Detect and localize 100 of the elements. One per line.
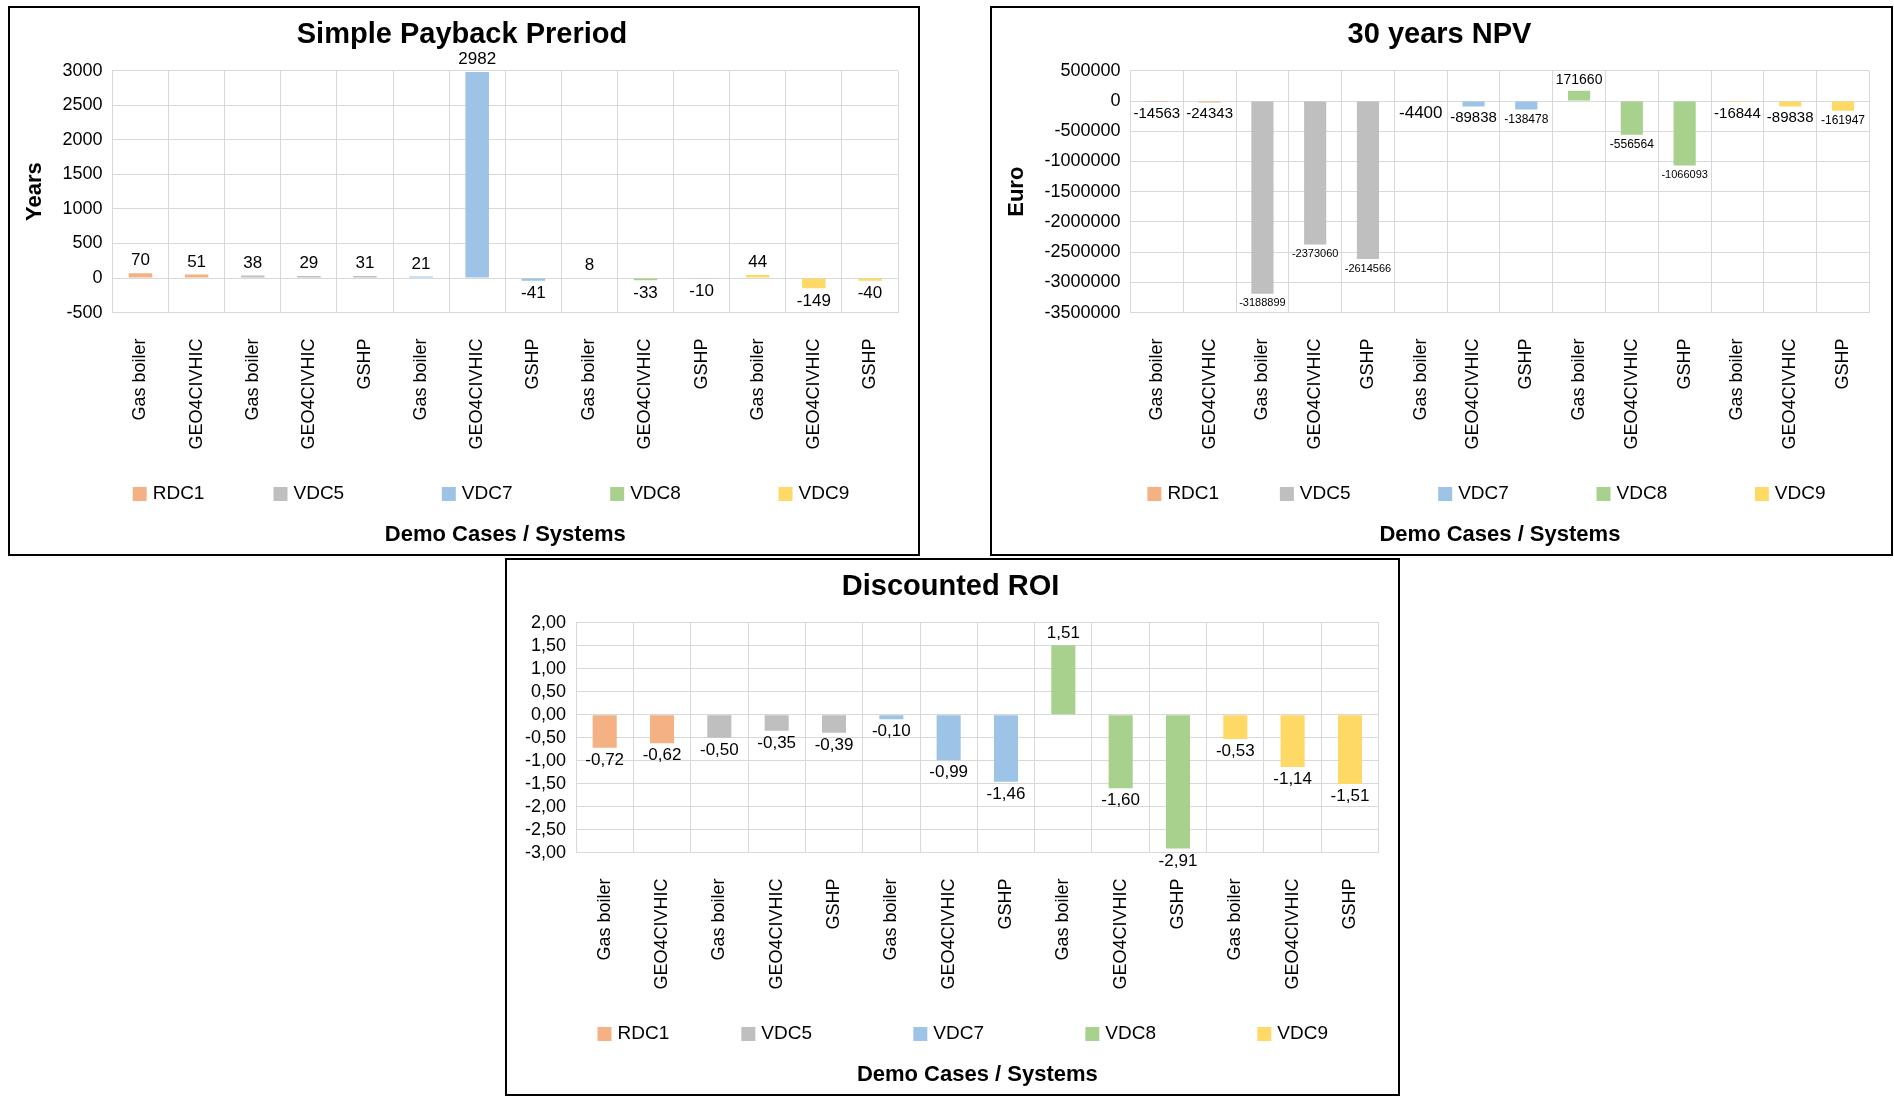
x-tick-label: Gas boiler bbox=[578, 338, 599, 421]
x-tick-label: GSHP bbox=[690, 338, 711, 390]
legend-label: VDC8 bbox=[1105, 1022, 1156, 1044]
x-tick-label: GEO4CIVHIC bbox=[1109, 878, 1130, 990]
bar bbox=[465, 72, 489, 278]
x-tick-label: GEO4CIVHIC bbox=[802, 338, 823, 450]
x-tick-label: Gas boiler bbox=[1052, 878, 1073, 961]
data-label: -0,99 bbox=[929, 762, 969, 782]
x-tick-label: Gas boiler bbox=[1145, 338, 1166, 421]
y-tick-label: 0,00 bbox=[530, 703, 567, 724]
x-tick-label: Gas boiler bbox=[593, 878, 614, 961]
x-tick-label: GSHP bbox=[994, 878, 1015, 930]
data-label: 171660 bbox=[1555, 70, 1603, 87]
data-label: -89838 bbox=[1450, 108, 1497, 126]
y-tick-label: 500000 bbox=[1060, 59, 1121, 80]
x-tick-label: Gas boiler bbox=[1224, 878, 1245, 961]
x-tick-label: Gas boiler bbox=[1568, 338, 1589, 421]
data-label: -1,51 bbox=[1330, 786, 1370, 806]
y-tick-label: -3,00 bbox=[525, 841, 567, 862]
y-tick-label: -2500000 bbox=[1044, 241, 1121, 262]
x-tick-label: GEO4CIVHIC bbox=[1620, 338, 1641, 450]
x-tick-label: Gas boiler bbox=[410, 338, 431, 421]
x-tick-label: GEO4CIVHIC bbox=[1779, 338, 1800, 450]
y-axis-title: Years bbox=[21, 162, 47, 222]
x-axis-title: Demo Cases / Systems bbox=[856, 1060, 1098, 1086]
data-label: -0,10 bbox=[871, 721, 911, 741]
bar bbox=[802, 278, 826, 289]
x-tick-label: GEO4CIVHIC bbox=[466, 338, 487, 450]
y-tick-label: -500 bbox=[66, 301, 103, 322]
bar bbox=[745, 275, 770, 278]
y-tick-label: -2,00 bbox=[525, 795, 567, 816]
y-axis-title: Euro bbox=[1003, 166, 1029, 217]
x-tick-label: GEO4CIVHIC bbox=[185, 338, 206, 450]
data-label: -0,53 bbox=[1215, 741, 1255, 761]
legend-label: RDC1 bbox=[152, 482, 205, 504]
data-label: -0,35 bbox=[757, 732, 797, 752]
y-tick-label: 2000 bbox=[62, 128, 103, 149]
bar bbox=[858, 278, 882, 281]
y-tick-label: 3000 bbox=[62, 59, 103, 80]
x-axis-title: Demo Cases / Systems bbox=[384, 520, 626, 546]
x-tick-label: GEO4CIVHIC bbox=[1304, 338, 1325, 450]
data-label: -16844 bbox=[1714, 103, 1761, 121]
legend-label: VDC7 bbox=[933, 1022, 985, 1044]
y-tick-label: 0 bbox=[1110, 89, 1121, 110]
y-tick-label: -500000 bbox=[1054, 120, 1121, 141]
data-label: -556564 bbox=[1609, 136, 1655, 151]
x-tick-label: Gas boiler bbox=[241, 338, 262, 421]
data-label: -10 bbox=[689, 280, 714, 300]
x-tick-label: Gas boiler bbox=[129, 338, 150, 421]
x-tick-label: GEO4CIVHIC bbox=[937, 878, 958, 990]
y-tick-label: 1000 bbox=[62, 197, 103, 218]
data-label: 1,51 bbox=[1046, 622, 1080, 642]
y-tick-label: -1500000 bbox=[1044, 180, 1121, 201]
x-tick-label: GSHP bbox=[1515, 338, 1536, 390]
y-tick-label: 1,00 bbox=[530, 657, 567, 678]
x-tick-label: GSHP bbox=[822, 878, 843, 930]
legend-label: VDC5 bbox=[1299, 482, 1351, 504]
data-label: -1,60 bbox=[1101, 790, 1141, 810]
data-label: 21 bbox=[411, 253, 431, 273]
y-tick-label: -0,50 bbox=[525, 726, 567, 747]
data-label: 8 bbox=[584, 254, 595, 274]
legend-label: VDC5 bbox=[293, 482, 345, 504]
x-tick-label: Gas boiler bbox=[1726, 338, 1747, 421]
data-label: -138478 bbox=[1504, 111, 1549, 126]
y-tick-label: -3500000 bbox=[1044, 301, 1121, 322]
data-label: -4400 bbox=[1399, 103, 1443, 123]
data-label: -0,39 bbox=[814, 734, 854, 754]
x-tick-label: Gas boiler bbox=[708, 878, 729, 961]
data-label: -1,46 bbox=[986, 783, 1026, 803]
x-tick-label: GSHP bbox=[1338, 878, 1359, 930]
data-label: -161947 bbox=[1820, 113, 1866, 128]
data-label: 51 bbox=[187, 251, 207, 271]
data-label: -33 bbox=[633, 282, 658, 302]
data-label: 38 bbox=[243, 252, 263, 272]
y-tick-label: 0 bbox=[92, 267, 103, 288]
bar bbox=[128, 273, 153, 278]
x-tick-label: Gas boiler bbox=[746, 338, 767, 421]
legend-label: VDC9 bbox=[798, 482, 850, 504]
legend-label: VDC7 bbox=[1458, 482, 1509, 504]
bar bbox=[240, 275, 265, 278]
x-tick-label: Gas boiler bbox=[1251, 338, 1272, 421]
chart-title: Simple Payback Preriod bbox=[296, 17, 628, 50]
x-tick-label: GSHP bbox=[1166, 878, 1187, 930]
x-tick-label: GSHP bbox=[1831, 338, 1852, 390]
chart-title: Discounted ROI bbox=[841, 569, 1060, 602]
data-label: 2982 bbox=[458, 49, 497, 69]
y-tick-label: -1,50 bbox=[525, 772, 567, 793]
y-tick-label: -2000000 bbox=[1044, 210, 1121, 231]
data-label: -0,72 bbox=[585, 749, 625, 769]
chart-title: 30 years NPV bbox=[1347, 17, 1533, 50]
data-label: 29 bbox=[299, 253, 319, 273]
legend-label: VDC9 bbox=[1277, 1022, 1328, 1044]
y-tick-label: 2500 bbox=[62, 94, 103, 115]
x-tick-label: Gas boiler bbox=[880, 878, 901, 961]
data-label: -1066093 bbox=[1661, 167, 1708, 180]
x-axis-title: Demo Cases / Systems bbox=[1379, 520, 1621, 546]
data-label: -2,91 bbox=[1158, 850, 1198, 870]
data-label: 44 bbox=[748, 252, 768, 272]
data-label: -2614566 bbox=[1344, 261, 1392, 274]
x-tick-label: GSHP bbox=[858, 338, 879, 390]
